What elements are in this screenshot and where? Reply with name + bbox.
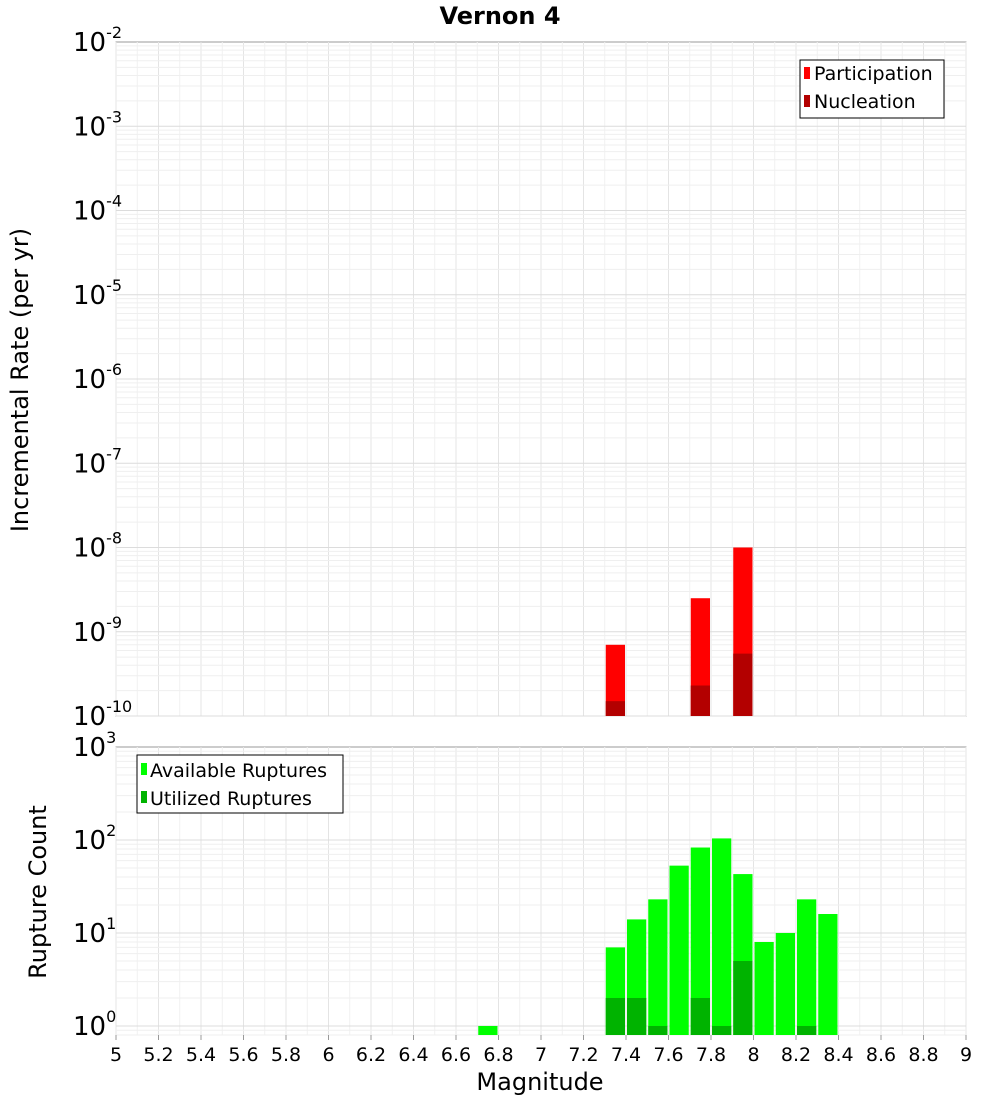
x-tick-label: 6.6: [441, 1044, 471, 1066]
count-bar-a: [754, 942, 774, 1035]
legend-swatch-available: [141, 763, 147, 775]
count-bar-b: [648, 1025, 668, 1035]
x-tick-label: 8: [747, 1044, 759, 1066]
x-ticks: 5 5.2 5.4 5.6 5.8 6 6.2 6.4 6.6 6.8 7 7.2 7.4 7.6 7.8 8…: [110, 1035, 972, 1066]
x-tick-label: 7.6: [653, 1044, 683, 1066]
x-tick-label: 7.2: [568, 1044, 598, 1066]
rate-grid: [115, 42, 967, 717]
y-tick-label: 10-9: [73, 613, 122, 648]
y-tick-label: 10-6: [73, 360, 122, 395]
legend-label-utilized: Utilized Ruptures: [150, 788, 312, 810]
y-tick-label: 10-10: [73, 697, 132, 732]
rate-bar-b: [733, 653, 753, 716]
x-tick-label: 5.8: [271, 1044, 301, 1066]
y-tick-label: 10-7: [73, 444, 122, 479]
y-tick-label: 103: [73, 728, 116, 763]
y-tick-label: 100: [73, 1007, 116, 1042]
y-tick-label: 101: [73, 914, 116, 949]
count-bar-b: [605, 997, 625, 1035]
count-bars: [478, 838, 838, 1035]
y-tick-label: 10-4: [73, 192, 122, 227]
rate-y-ticks: 10-2 10-3 10-4 10-5 10-6 10-7 10-8 10-9 10-10: [73, 23, 132, 732]
x-tick-label: 7: [535, 1044, 547, 1066]
count-bar-b: [733, 960, 753, 1035]
x-tick-label: 8.6: [866, 1044, 896, 1066]
legend-swatch-utilized: [141, 791, 147, 803]
x-tick-label: 9: [960, 1044, 972, 1066]
x-tick-label: 5.2: [143, 1044, 173, 1066]
x-axis-label: Magnitude: [476, 1068, 603, 1096]
x-tick-label: 7.8: [696, 1044, 726, 1066]
count-bar-b: [712, 1025, 732, 1035]
count-bar-a: [775, 932, 795, 1035]
x-tick-label: 8.2: [781, 1044, 811, 1066]
count-legend-box: [136, 754, 344, 814]
count-bar-a: [648, 899, 668, 1035]
x-tick-label: 6.4: [398, 1044, 428, 1066]
rate-bar-b: [605, 701, 625, 716]
y-tick-label: 10-8: [73, 529, 122, 564]
rate-legend-box: [799, 59, 945, 119]
y-tick-label: 10-5: [73, 276, 122, 311]
legend-swatch-participation: [804, 67, 810, 79]
count-legend: Available Ruptures Utilized Ruptures: [136, 754, 344, 814]
legend-swatch-nucleation: [804, 95, 810, 107]
x-tick-label: 5: [110, 1044, 122, 1066]
chart-title: Vernon 4: [439, 2, 560, 30]
count-bar-a: [669, 865, 689, 1035]
count-bar-a: [818, 914, 838, 1035]
legend-label-nucleation: Nucleation: [814, 91, 916, 113]
x-tick-label: 6.2: [356, 1044, 386, 1066]
rate-y-axis-label: Incremental Rate (per yr): [6, 228, 34, 532]
x-tick-label: 8.4: [823, 1044, 853, 1066]
rate-bar-b: [690, 685, 710, 716]
y-tick-label: 10-3: [73, 107, 122, 142]
x-tick-label: 8.8: [908, 1044, 938, 1066]
x-tick-label: 5.4: [186, 1044, 216, 1066]
x-tick-label: 5.6: [228, 1044, 258, 1066]
rate-bar-a: [605, 644, 625, 716]
count-y-axis-label: Rupture Count: [24, 805, 52, 979]
count-bar-b: [797, 1025, 817, 1035]
y-tick-label: 102: [73, 821, 116, 856]
count-bar-a: [797, 899, 817, 1035]
count-bar-a: [690, 847, 710, 1035]
rate-legend: Participation Nucleation: [799, 59, 945, 119]
count-bar-b: [627, 997, 647, 1035]
count-bar-a: [478, 1025, 498, 1035]
rate-bars: [605, 547, 753, 716]
y-tick-label: 10-2: [73, 23, 122, 58]
count-bar-b: [690, 997, 710, 1035]
count-panel: 103 102 101 100 Rupture Count Available Rup…: [24, 728, 972, 1096]
legend-label-available: Available Ruptures: [150, 760, 327, 782]
x-tick-label: 6.8: [483, 1044, 513, 1066]
x-tick-label: 6: [322, 1044, 334, 1066]
count-y-ticks: 103 102 101 100: [73, 728, 116, 1042]
legend-label-participation: Participation: [814, 63, 933, 85]
x-tick-label: 7.4: [611, 1044, 641, 1066]
rate-panel: 10-2 10-3 10-4 10-5 10-6 10-7 10-8 10-9 10-10 In…: [6, 23, 967, 732]
count-bar-a: [712, 838, 732, 1035]
